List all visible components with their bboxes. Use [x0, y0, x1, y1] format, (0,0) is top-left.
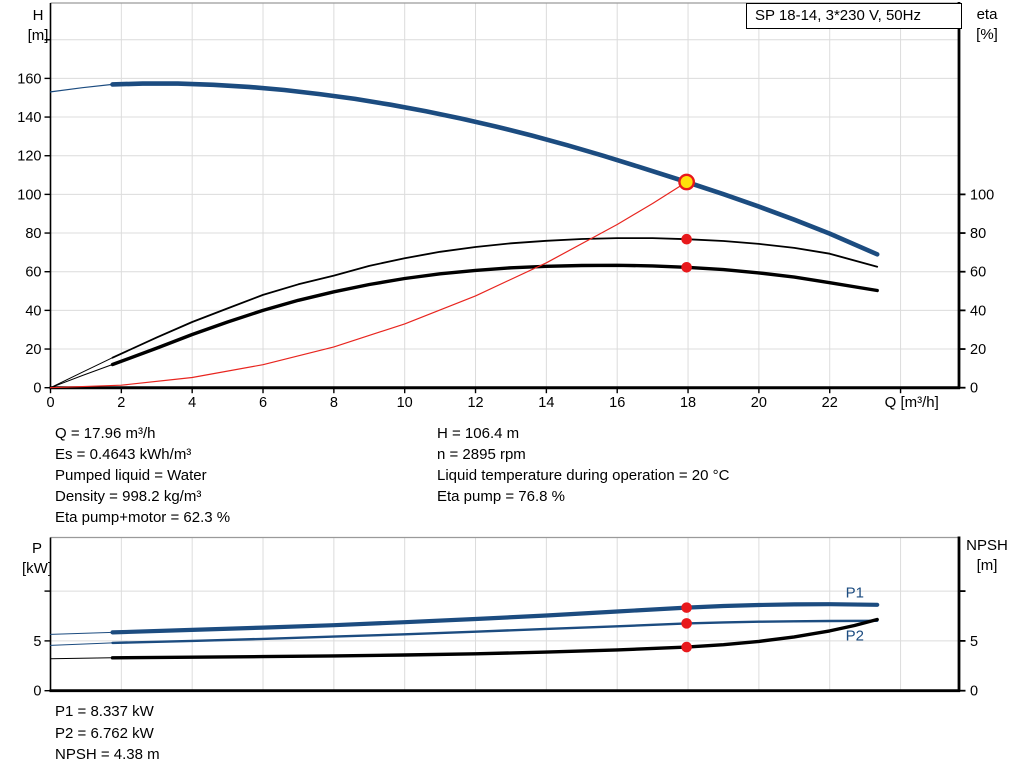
pump-title-box: SP 18-14, 3*230 V, 50Hz [746, 3, 962, 29]
info-line-eta-pump: Eta pump = 76.8 % [437, 488, 565, 505]
series-label-p2: P2 [846, 627, 864, 644]
info-line-q: Q = 17.96 m³/h [55, 425, 156, 442]
series-p2-lead [50, 642, 113, 646]
info-line-h: H = 106.4 m [437, 425, 520, 442]
power-npsh-chart: 0 5 0 5 P1 P2 [33, 536, 978, 700]
y-right-tick-label: 0 [970, 381, 978, 397]
y-left-tick-label: 160 [17, 71, 41, 87]
x-tick-label: 14 [538, 395, 554, 411]
y-left-tick-label: 140 [17, 110, 41, 126]
series-eta-pump-curve [111, 237, 879, 359]
operating-point-dot [681, 233, 692, 245]
y-left-tick-label: 100 [17, 187, 41, 203]
head-efficiency-chart: 0 2 4 6 8 10 12 14 16 18 20 22 Q [m³/h] 0 20 40 60 80 100 1… [17, 2, 994, 411]
info-line-npsh: NPSH = 4.38 m [55, 746, 160, 763]
bottom-left-axis-title: P [kW] [18, 539, 56, 579]
y-right-tick-label: 0 [970, 684, 978, 700]
y-left-tick-label: 80 [25, 226, 41, 242]
x-tick-label: 16 [609, 395, 625, 411]
h-axis-name: H [32, 7, 44, 24]
bottom-right-axis-title: NPSH [m] [962, 536, 1012, 576]
series-npsh-lead [50, 657, 113, 660]
x-tick-label: 0 [46, 395, 54, 411]
info-line-eta-total: Eta pump+motor = 62.3 % [55, 509, 231, 526]
y-left-tick-label: 0 [33, 381, 41, 397]
duty-info-left: Q = 17.96 m³/h Es = 0.4643 kWh/m³ Pumped… [55, 423, 230, 528]
p-axis-unit: [kW] [22, 560, 52, 577]
x-tick-label: 6 [259, 395, 267, 411]
operating-point-dot [681, 261, 692, 273]
y-left-tick-label: 40 [25, 303, 41, 319]
y-left-tick-label: 0 [33, 684, 41, 700]
operating-point-dot [681, 618, 692, 629]
y-right-tick-label: 40 [970, 303, 986, 319]
eta-axis-name: eta [976, 6, 998, 23]
x-tick-label: 18 [680, 395, 696, 411]
y-right-tick-label: 80 [970, 226, 986, 242]
operating-point-dot [681, 641, 692, 653]
x-tick-label: 4 [188, 395, 196, 411]
series-npsh-curve [110, 617, 879, 660]
series-eta-pump-motor-curve [110, 263, 879, 367]
series-p2-curve [111, 619, 879, 645]
x-tick-label: 2 [117, 395, 125, 411]
y-left-tick-label: 20 [25, 342, 41, 358]
duty-info-right: H = 106.4 m n = 2895 rpm Liquid temperat… [437, 423, 729, 507]
x-tick-label: 10 [397, 395, 413, 411]
x-tick-label: 22 [822, 395, 838, 411]
info-line-liquid: Pumped liquid = Water [55, 467, 207, 484]
duty-info-bottom: P1 = 8.337 kW P2 = 6.762 kW NPSH = 4.38 … [55, 701, 160, 766]
operating-point-dot [681, 602, 692, 613]
y-left-tick-label: 120 [17, 149, 41, 165]
npsh-axis-name: NPSH [966, 537, 1008, 554]
eta-axis-unit: [%] [976, 26, 998, 43]
info-line-p2: P2 = 6.762 kW [55, 724, 154, 742]
info-line-n: n = 2895 rpm [437, 446, 526, 463]
x-axis-unit-label: Q [m³/h] [885, 394, 939, 411]
x-tick-label: 8 [330, 395, 338, 411]
top-left-axis-title: H [m] [22, 6, 54, 46]
y-left-tick-label: 5 [33, 634, 41, 650]
y-left-tick-label: 60 [25, 265, 41, 281]
x-tick-label: 12 [467, 395, 483, 411]
series-p1-curve [110, 602, 880, 635]
y-right-tick-label: 20 [970, 342, 986, 358]
x-tick-label: 20 [751, 395, 767, 411]
y-right-tick-label: 60 [970, 265, 986, 281]
y-right-tick-label: 100 [970, 187, 994, 203]
info-line-p1: P1 = 8.337 kW [55, 703, 154, 720]
series-p1-lead [50, 631, 113, 635]
info-line-es: Es = 0.4643 kWh/m³ [55, 446, 192, 463]
p-axis-name: P [31, 540, 42, 557]
series-head-curve [110, 81, 880, 257]
series-eta-pump-motor-lead [50, 364, 113, 389]
info-line-temp: Liquid temperature during operation = 20… [437, 467, 730, 484]
series-system-curve [49, 181, 688, 389]
npsh-axis-unit: [m] [976, 557, 998, 574]
top-right-axis-title: eta [%] [968, 5, 1006, 45]
h-axis-unit: [m] [27, 27, 49, 44]
series-eta-pump-lead [50, 357, 113, 389]
info-line-density: Density = 998.2 kg/m³ [55, 488, 202, 505]
series-label-p1: P1 [846, 585, 864, 602]
y-right-tick-label: 5 [970, 634, 978, 650]
series-head-curve-lead [49, 83, 114, 93]
duty-point-marker[interactable] [678, 173, 696, 191]
